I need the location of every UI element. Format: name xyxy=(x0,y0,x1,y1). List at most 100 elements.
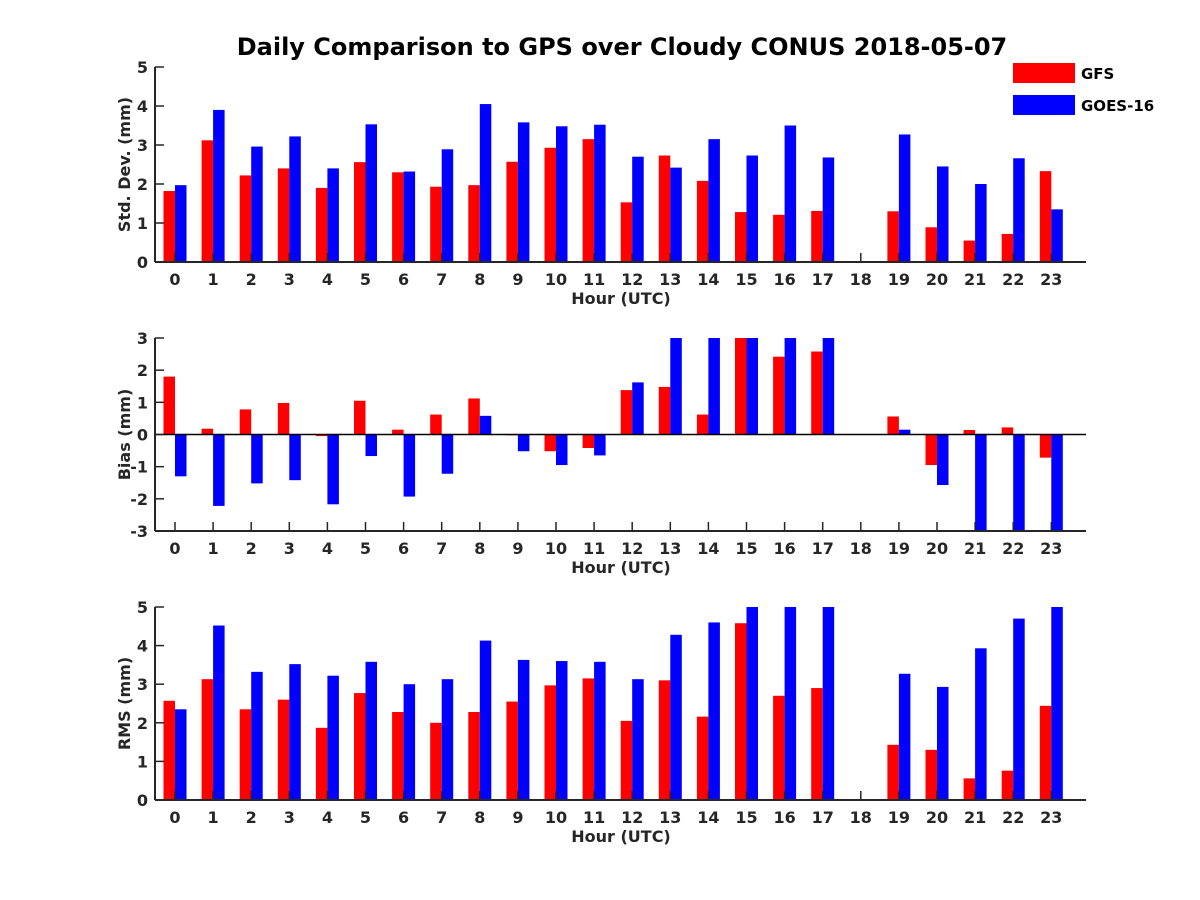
y-tick-label: 1 xyxy=(137,393,148,412)
bar-rms-gfs-21 xyxy=(963,778,976,800)
bar-std-dev-goes16-22 xyxy=(1013,158,1025,262)
bar-std-dev-gfs-17 xyxy=(811,210,823,262)
bar-std-dev-gfs-0 xyxy=(163,191,175,262)
bar-std-dev-goes16-12 xyxy=(632,156,644,262)
x-tick-label: 15 xyxy=(735,808,757,827)
legend-swatch-goes16 xyxy=(1013,95,1075,115)
x-tick-label: 13 xyxy=(659,808,681,827)
bar-rms-goes16-5 xyxy=(365,661,377,800)
bar-bias-goes16-8 xyxy=(479,415,492,435)
x-tick-label: 2 xyxy=(246,270,257,289)
y-tick-label: 2 xyxy=(137,361,148,380)
bar-rms-gfs-23 xyxy=(1039,705,1052,800)
x-tick-label: 8 xyxy=(474,808,485,827)
x-tick-label: 17 xyxy=(812,808,834,827)
bar-bias-gfs-2 xyxy=(239,409,252,435)
bar-std-dev-gfs-11 xyxy=(582,139,595,262)
bar-std-dev-gfs-12 xyxy=(620,202,633,262)
legend-swatch-gfs xyxy=(1013,63,1075,83)
bar-rms-gfs-12 xyxy=(620,720,633,800)
bar-rms-goes16-19 xyxy=(898,673,911,800)
y-tick-label: 0 xyxy=(137,253,148,272)
x-tick-label: 16 xyxy=(773,808,795,827)
x-tick-label: 3 xyxy=(284,808,295,827)
bar-rms-goes16-1 xyxy=(213,625,225,800)
bar-std-dev-goes16-16 xyxy=(784,125,797,262)
x-tick-label: 23 xyxy=(1040,270,1062,289)
bar-bias-gfs-16 xyxy=(773,356,785,435)
bar-rms-goes16-13 xyxy=(670,634,682,800)
x-tick-label: 21 xyxy=(964,808,986,827)
bar-rms-goes16-10 xyxy=(556,661,568,800)
bar-rms-gfs-11 xyxy=(582,678,595,800)
bar-std-dev-goes16-5 xyxy=(365,124,377,262)
bar-bias-goes16-23 xyxy=(1051,434,1063,531)
bar-bias-gfs-15 xyxy=(735,338,747,435)
y-tick-label: 3 xyxy=(137,329,148,348)
x-tick-label: 6 xyxy=(398,539,409,558)
x-tick-label: 22 xyxy=(1002,539,1024,558)
bar-std-dev-gfs-5 xyxy=(354,162,366,262)
x-tick-label: 3 xyxy=(284,539,295,558)
bar-bias-goes16-4 xyxy=(327,434,339,505)
x-tick-label: 7 xyxy=(436,270,447,289)
x-tick-label: 14 xyxy=(697,539,719,558)
bar-bias-goes16-21 xyxy=(975,434,987,531)
bar-std-dev-gfs-20 xyxy=(925,227,937,262)
y-tick-label: 2 xyxy=(137,175,148,194)
bar-bias-gfs-12 xyxy=(620,390,633,435)
bar-rms-gfs-14 xyxy=(696,716,709,800)
bar-std-dev-goes16-8 xyxy=(479,104,492,262)
bar-std-dev-goes16-23 xyxy=(1051,209,1063,262)
bar-bias-gfs-11 xyxy=(582,434,595,449)
x-tick-label: 12 xyxy=(621,270,643,289)
bar-bias-goes16-10 xyxy=(556,434,568,466)
y-tick-label: 1 xyxy=(137,752,148,771)
y-axis-label: Std. Dev. (mm) xyxy=(115,97,134,232)
legend-label-goes16: GOES-16 xyxy=(1081,97,1154,115)
bar-std-dev-gfs-9 xyxy=(506,161,518,262)
bar-std-dev-goes16-11 xyxy=(594,124,606,262)
bar-bias-gfs-7 xyxy=(430,414,442,435)
bar-std-dev-goes16-3 xyxy=(289,136,301,262)
y-tick-label: 5 xyxy=(137,58,148,77)
x-tick-label: 11 xyxy=(583,539,605,558)
bar-rms-goes16-16 xyxy=(784,607,797,800)
bar-std-dev-goes16-21 xyxy=(975,184,987,262)
x-tick-label: 4 xyxy=(322,270,333,289)
bar-rms-gfs-6 xyxy=(392,711,404,800)
x-tick-label: 6 xyxy=(398,808,409,827)
bar-bias-gfs-6 xyxy=(392,429,404,435)
bar-bias-goes16-1 xyxy=(213,434,225,506)
x-tick-label: 8 xyxy=(474,539,485,558)
x-tick-label: 4 xyxy=(322,539,333,558)
bar-bias-gfs-17 xyxy=(811,351,823,435)
bar-rms-goes16-23 xyxy=(1051,607,1063,800)
bar-std-dev-goes16-20 xyxy=(937,166,949,262)
x-tick-label: 8 xyxy=(474,270,485,289)
y-tick-label: 0 xyxy=(137,426,148,445)
x-tick-label: 2 xyxy=(246,539,257,558)
bar-rms-gfs-20 xyxy=(925,749,937,800)
bar-bias-gfs-8 xyxy=(468,398,480,435)
x-tick-label: 0 xyxy=(169,539,180,558)
bar-bias-goes16-12 xyxy=(632,382,644,435)
bar-bias-gfs-4 xyxy=(315,434,328,437)
bar-rms-goes16-22 xyxy=(1013,618,1025,800)
x-tick-label: 11 xyxy=(583,270,605,289)
bar-bias-goes16-11 xyxy=(594,434,606,456)
x-tick-label: 16 xyxy=(773,539,795,558)
x-tick-label: 17 xyxy=(812,270,834,289)
bar-std-dev-goes16-17 xyxy=(822,157,835,262)
x-tick-label: 21 xyxy=(964,270,986,289)
bar-rms-gfs-13 xyxy=(658,680,671,800)
y-tick-label: -3 xyxy=(130,522,148,541)
bar-rms-goes16-0 xyxy=(175,709,187,800)
x-tick-label: 15 xyxy=(735,270,757,289)
bar-rms-gfs-4 xyxy=(315,727,328,800)
x-tick-label: 22 xyxy=(1002,808,1024,827)
bar-std-dev-goes16-4 xyxy=(327,168,339,262)
bar-rms-goes16-21 xyxy=(975,648,987,800)
